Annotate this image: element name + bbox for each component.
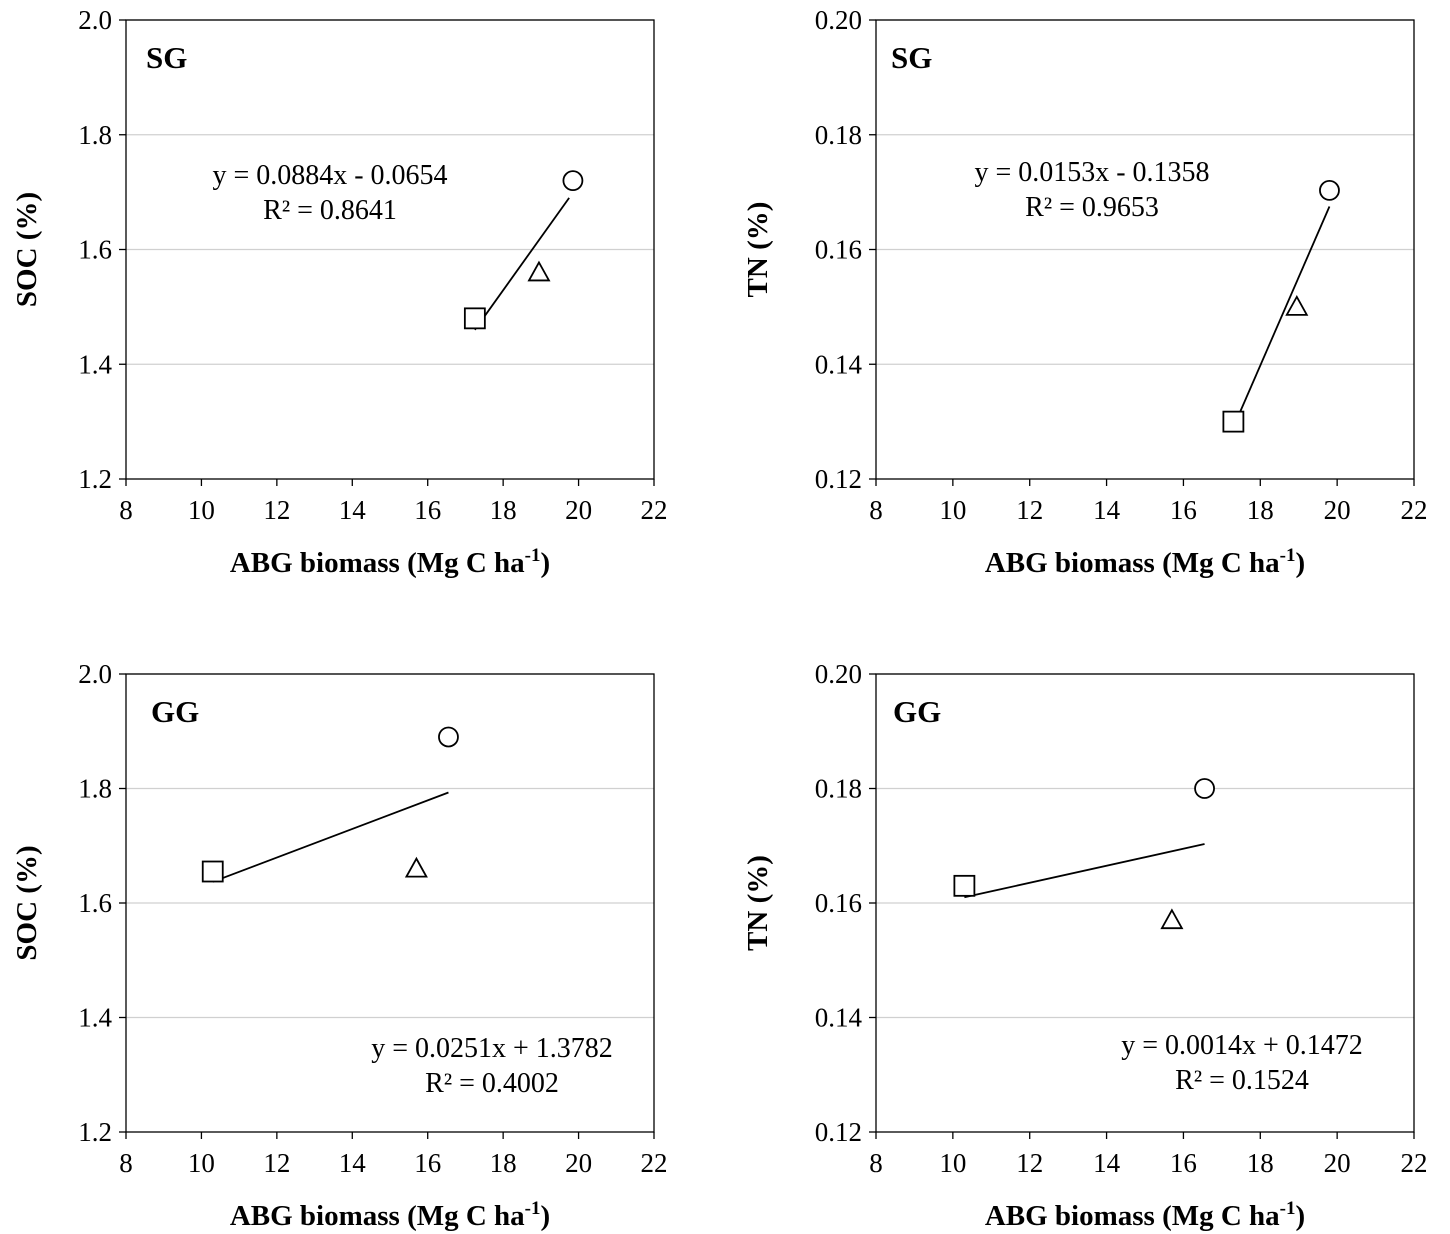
x-tick-label: 20 <box>565 495 592 525</box>
trendline <box>964 843 1205 899</box>
panel-label: SG <box>146 40 187 75</box>
x-tick-label: 22 <box>641 1148 668 1178</box>
data-point-triangle <box>527 260 551 282</box>
x-tick-label: 12 <box>263 1148 290 1178</box>
trendline <box>474 197 570 331</box>
panel-label: SG <box>891 40 932 75</box>
x-tick-label: 8 <box>119 495 133 525</box>
y-tick-label: 2.0 <box>78 659 112 689</box>
regression-equation: y = 0.0251x + 1.3782 <box>371 1033 613 1064</box>
x-axis-label: ABG biomass (Mg C ha-1) <box>985 545 1305 579</box>
y-tick-label: 0.16 <box>815 235 862 265</box>
x-tick-label: 8 <box>119 1148 133 1178</box>
y-tick-label: 0.16 <box>815 888 862 918</box>
y-tick-label: 0.12 <box>815 464 862 494</box>
y-tick-label: 1.8 <box>78 774 112 804</box>
chart-panel-1: 1.2 1.4 1.6 1.8 2.0 8 10 12 14 16 18 20 22 ABG biomas… <box>11 5 668 579</box>
y-axis-label: SOC (%) <box>11 845 43 960</box>
x-tick-label: 8 <box>869 1148 883 1178</box>
data-point-triangle <box>1160 908 1184 930</box>
data-point-square <box>1222 410 1245 433</box>
x-tick-label: 14 <box>1093 495 1121 525</box>
x-tick-label: 16 <box>414 495 441 525</box>
x-tick-label: 10 <box>188 495 215 525</box>
y-tick-label: 1.6 <box>78 235 112 265</box>
regression-equation: y = 0.0884x - 0.0654 <box>212 160 447 191</box>
data-point-triangle <box>1285 295 1309 316</box>
data-point-circle <box>438 726 459 748</box>
panel-label: GG <box>893 694 941 729</box>
y-tick-label: 0.12 <box>815 1117 862 1147</box>
x-tick-label: 18 <box>1247 1148 1274 1178</box>
x-tick-label: 12 <box>1016 1148 1043 1178</box>
data-point-square <box>201 860 224 883</box>
x-axis-label: ABG biomass (Mg C ha-1) <box>230 545 550 579</box>
regression-equation: y = 0.0014x + 0.1472 <box>1121 1030 1363 1061</box>
x-tick-label: 22 <box>641 495 668 525</box>
data-point-square <box>953 874 976 897</box>
x-tick-label: 16 <box>1170 1148 1197 1178</box>
x-tick-label: 18 <box>490 1148 517 1178</box>
x-tick-label: 10 <box>939 1148 966 1178</box>
x-tick-label: 20 <box>1324 495 1351 525</box>
x-tick-label: 22 <box>1401 1148 1428 1178</box>
x-tick-label: 16 <box>1170 495 1197 525</box>
x-tick-label: 14 <box>1093 1148 1121 1178</box>
x-tick-label: 10 <box>188 1148 215 1178</box>
y-tick-label: 0.20 <box>815 659 862 689</box>
y-axis-label: SOC (%) <box>11 192 43 307</box>
trendline <box>1232 206 1331 428</box>
x-tick-label: 20 <box>1324 1148 1351 1178</box>
y-tick-label: 0.14 <box>815 349 863 379</box>
x-tick-label: 12 <box>263 495 290 525</box>
x-axis-label: ABG biomass (Mg C ha-1) <box>230 1198 550 1232</box>
y-tick-label: 0.18 <box>815 774 862 804</box>
r-squared-value: R² = 0.1524 <box>1175 1065 1309 1096</box>
x-tick-label: 16 <box>414 1148 441 1178</box>
data-point-triangle <box>404 856 428 878</box>
x-tick-label: 12 <box>1016 495 1043 525</box>
y-tick-label: 1.4 <box>78 1003 112 1033</box>
y-axis-label: TN (%) <box>742 202 774 298</box>
chart-panel-4: 0.12 0.14 0.16 0.18 0.20 8 10 12 14 16 18 20 22 ABG b… <box>742 659 1428 1232</box>
x-tick-label: 14 <box>339 495 367 525</box>
y-tick-label: 1.6 <box>78 888 112 918</box>
data-point-circle <box>562 170 584 192</box>
r-squared-value: R² = 0.4002 <box>425 1068 559 1099</box>
data-point-circle <box>1194 778 1215 799</box>
x-tick-label: 10 <box>939 495 966 525</box>
regression-equation: y = 0.0153x - 0.1358 <box>974 157 1209 188</box>
data-point-circle <box>1319 180 1340 201</box>
x-tick-label: 20 <box>565 1148 592 1178</box>
x-axis-label: ABG biomass (Mg C ha-1) <box>985 1198 1305 1232</box>
x-tick-label: 14 <box>339 1148 367 1178</box>
y-tick-label: 1.8 <box>78 120 112 150</box>
chart-panel-2: 0.12 0.14 0.16 0.18 0.20 8 10 12 14 16 18 20 22 ABG b… <box>742 5 1428 579</box>
y-tick-label: 2.0 <box>78 5 112 35</box>
r-squared-value: R² = 0.9653 <box>1025 192 1159 223</box>
x-tick-label: 22 <box>1401 495 1428 525</box>
y-tick-label: 1.2 <box>78 1117 112 1147</box>
x-tick-label: 18 <box>1247 495 1274 525</box>
data-point-square <box>463 307 486 330</box>
y-tick-label: 0.14 <box>815 1003 863 1033</box>
panel-label: GG <box>151 694 199 729</box>
y-tick-label: 0.20 <box>815 5 862 35</box>
trendline <box>212 791 449 883</box>
x-tick-label: 8 <box>869 495 883 525</box>
x-tick-label: 18 <box>490 495 517 525</box>
chart-panel-3: 1.2 1.4 1.6 1.8 2.0 8 10 12 14 16 18 20 22 ABG biomas… <box>11 659 668 1232</box>
y-tick-label: 0.18 <box>815 120 862 150</box>
y-axis-label: TN (%) <box>742 855 774 951</box>
y-tick-label: 1.4 <box>78 349 112 379</box>
y-tick-label: 1.2 <box>78 464 112 494</box>
r-squared-value: R² = 0.8641 <box>263 195 397 226</box>
